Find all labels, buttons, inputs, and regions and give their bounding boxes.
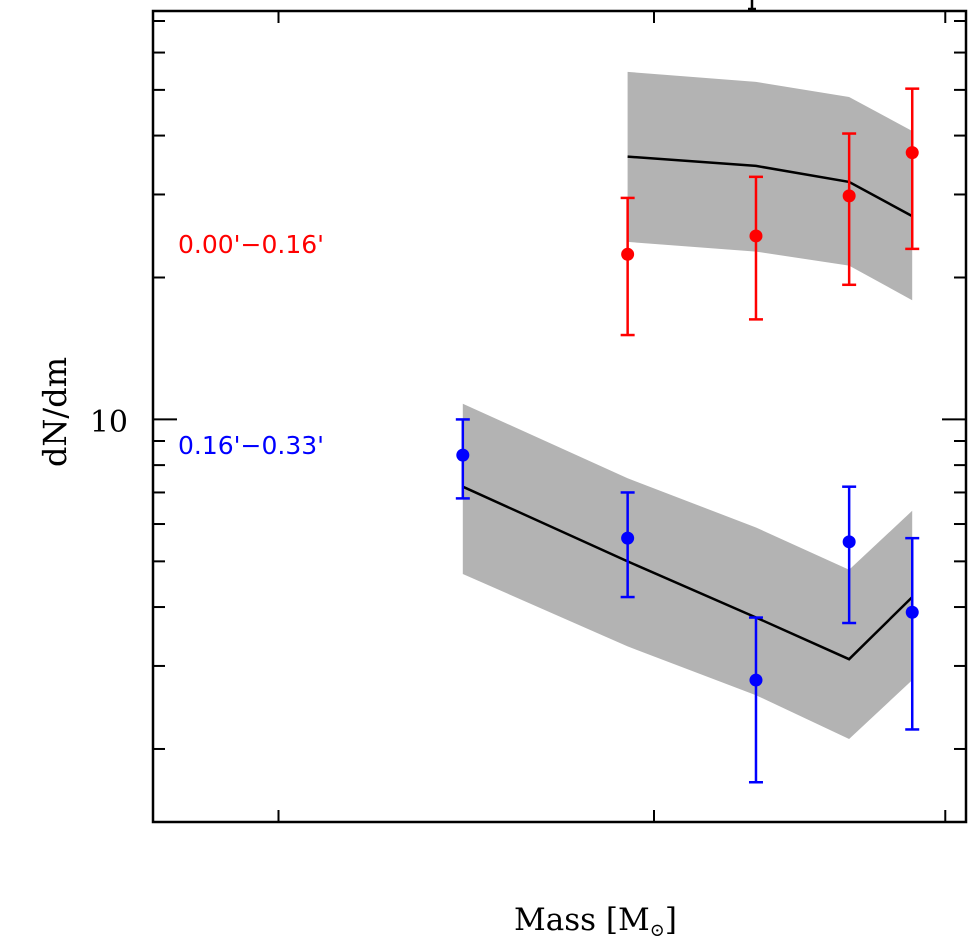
data-point-series-0: [905, 87, 920, 251]
data-marker: [905, 605, 919, 619]
model-bands: [462, 71, 913, 739]
data-point-series-1: [620, 491, 635, 599]
clipped-title-fragment: [748, 0, 756, 11]
x-axis-label: Mass [M⊙]: [514, 902, 677, 938]
data-point-series-1: [748, 616, 763, 784]
data-marker: [749, 229, 763, 243]
data-point-series-0: [620, 196, 635, 337]
data-marker: [749, 673, 763, 687]
data-marker: [842, 535, 856, 549]
data-marker: [905, 146, 919, 160]
model-line-series-0: [627, 155, 913, 218]
x-axis-label-bracket-open: [: [606, 902, 618, 938]
annotation-blue: 0.16'−0.33': [178, 431, 324, 460]
data-marker: [621, 531, 635, 545]
data-point-series-1: [905, 536, 920, 731]
data-points: [455, 87, 920, 784]
x-axis-label-bracket-close: ]: [665, 902, 677, 938]
data-point-series-1: [455, 418, 470, 500]
x-axis-label-unit-sub: ⊙: [650, 920, 665, 938]
data-marker: [621, 247, 635, 261]
y-axis-label: dN/dm: [36, 357, 74, 467]
data-point-series-0: [748, 175, 763, 321]
axis-ticks: [153, 11, 966, 822]
data-marker: [842, 189, 856, 203]
y-tick-label-10: 10: [90, 405, 128, 440]
data-point-series-0: [842, 132, 857, 287]
plot-border: [151, 9, 968, 824]
annotation-red: 0.00'−0.16': [178, 230, 324, 259]
model-band-series-1: [462, 403, 913, 739]
data-point-series-1: [842, 485, 857, 625]
x-axis-label-text: Mass: [514, 902, 596, 938]
model-band-series-0: [627, 71, 913, 301]
plot-frame: [151, 9, 968, 824]
data-marker: [456, 448, 470, 462]
x-axis-label-unit: M: [618, 902, 650, 938]
